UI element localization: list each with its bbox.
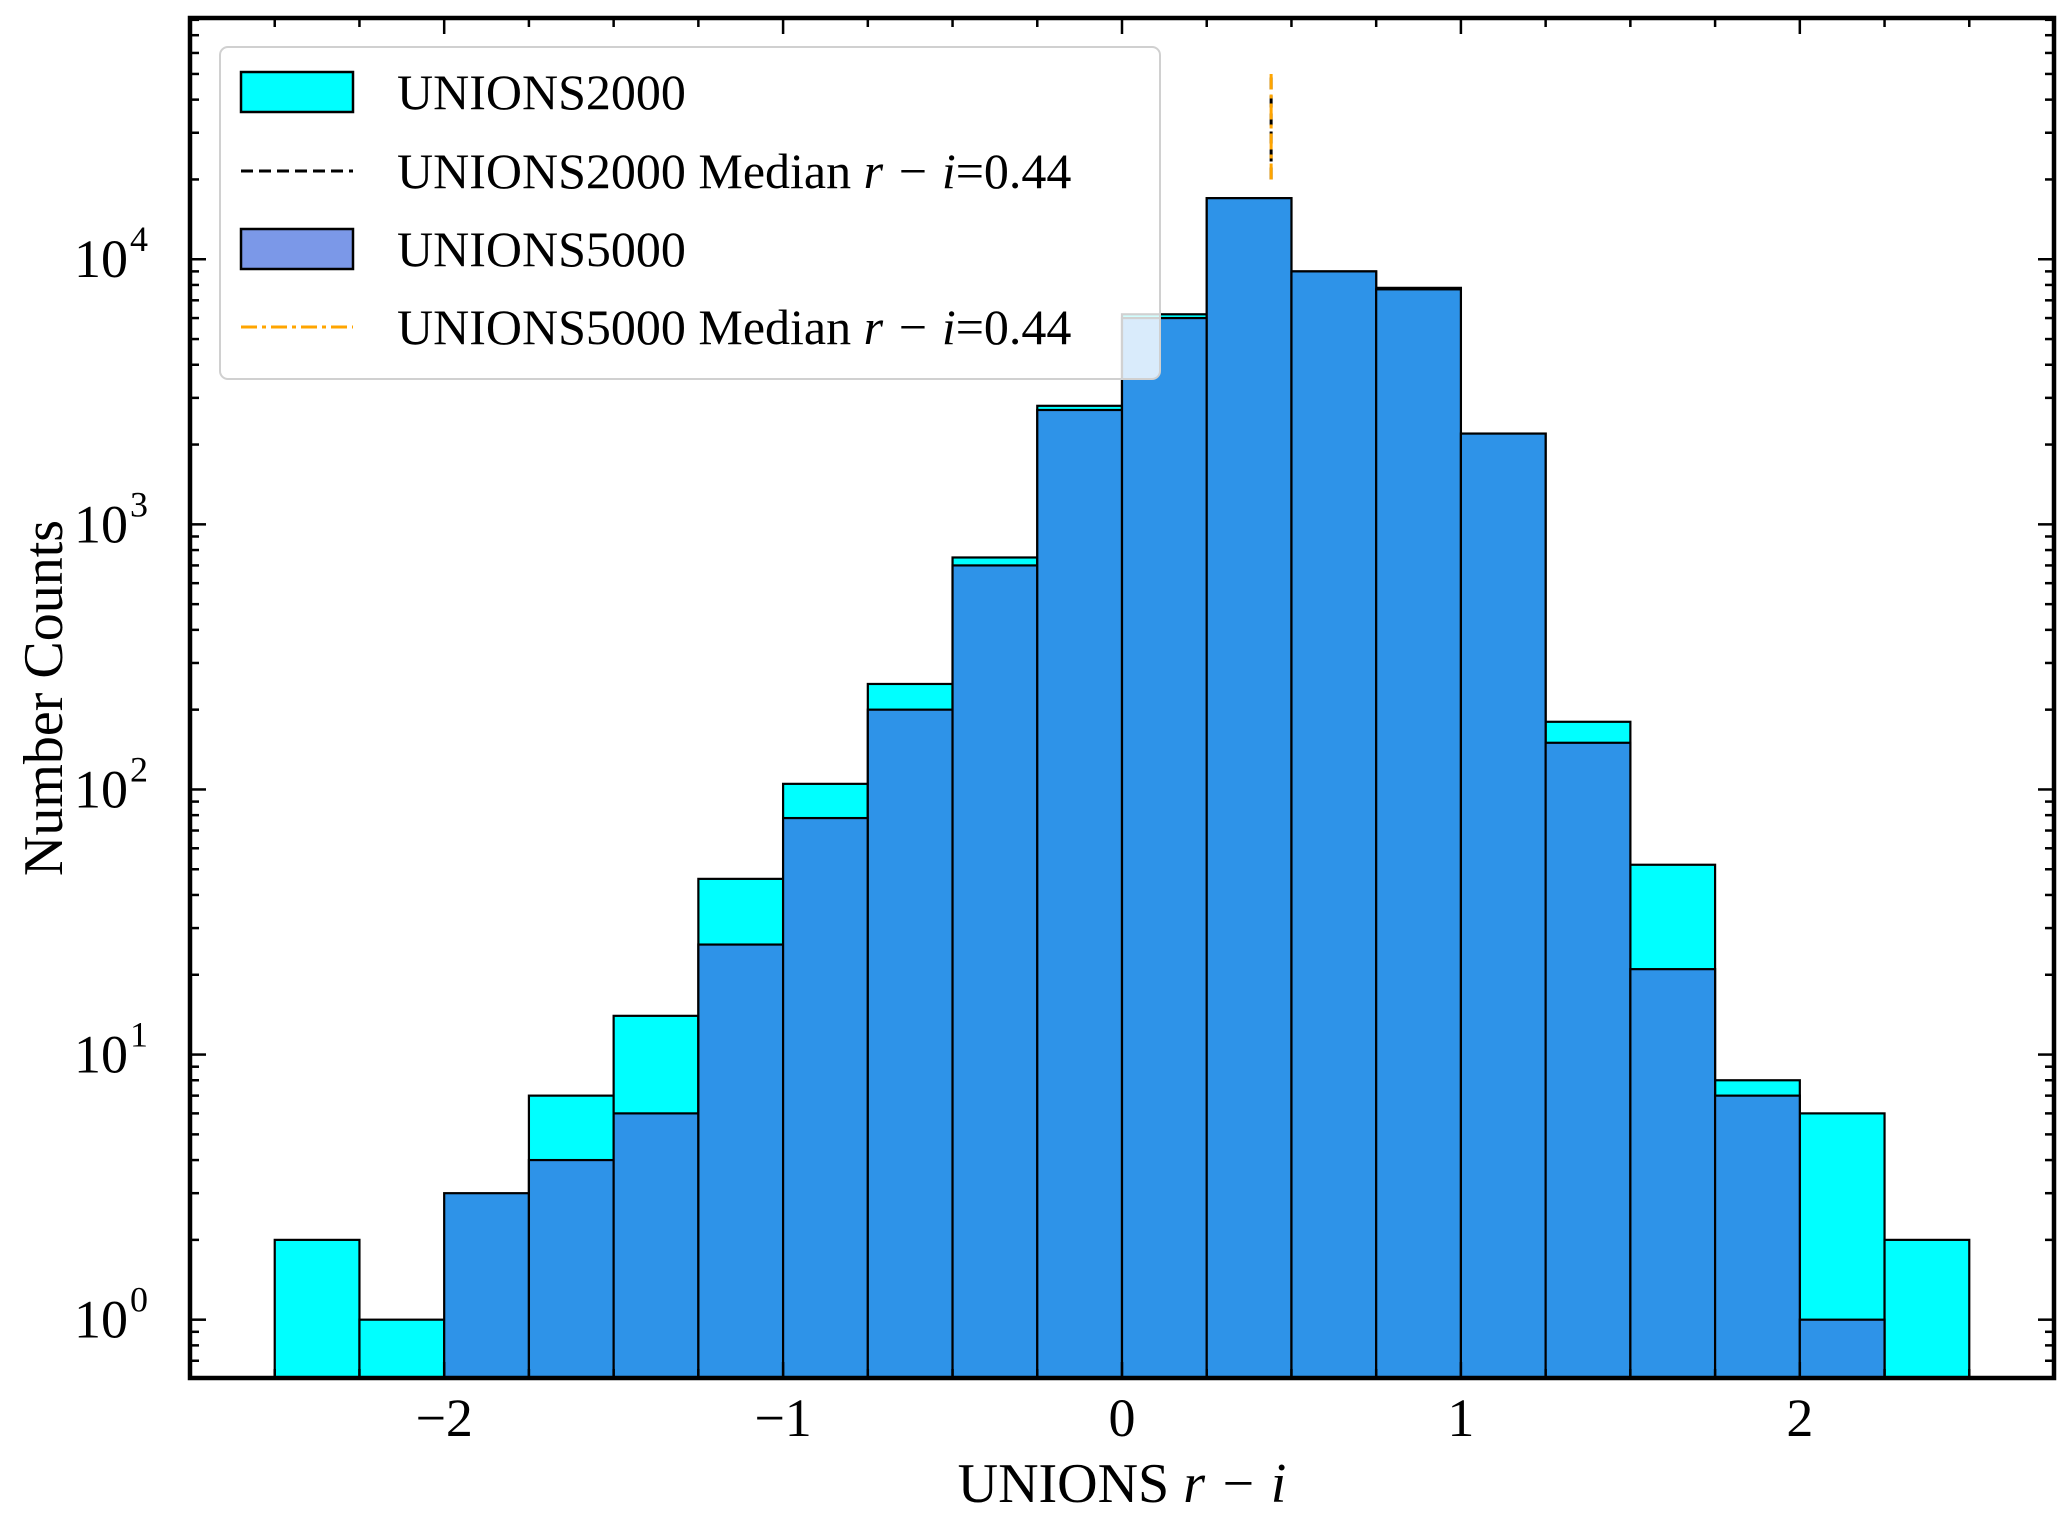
unions5000-bar	[781, 816, 869, 1380]
x-axis-label: UNIONS r − i	[958, 1453, 1287, 1515]
y-tick-exponent: 3	[130, 484, 148, 524]
legend-box	[219, 46, 1161, 380]
x-tick-label: 1	[1447, 1388, 1474, 1448]
x-tick-label: 0	[1109, 1388, 1136, 1448]
y-tick-exponent: 0	[130, 1280, 148, 1320]
unions5000-bar	[612, 1112, 700, 1380]
unions5000-bar	[527, 1158, 615, 1380]
y-tick-label: 10	[74, 229, 128, 289]
x-tick-label: −2	[415, 1388, 472, 1448]
legend-label-unions2000: UNIONS2000	[397, 64, 686, 120]
unions5000-bar	[1459, 432, 1547, 1380]
unions2000-bar	[1883, 1238, 1971, 1380]
y-axis-label: Number Counts	[13, 520, 75, 876]
y-tick-label: 10	[74, 1025, 128, 1085]
plot-frame	[187, 15, 2057, 1381]
legend-swatch-unions2000	[239, 70, 355, 114]
y-tick-label: 10	[74, 1290, 128, 1350]
unions5000-bar	[1205, 197, 1293, 1380]
unions5000-bar	[1375, 288, 1463, 1380]
unions5000-bar	[1036, 408, 1124, 1380]
unions5000-bar	[1290, 270, 1378, 1380]
unions5000-bars	[443, 197, 1886, 1380]
unions5000-bar	[1713, 1094, 1801, 1380]
x-tick-label: 2	[1786, 1388, 1813, 1448]
y-tick-label: 10	[74, 494, 128, 554]
unions5000-bar	[1798, 1318, 1886, 1380]
legend-label-median-unions5000: UNIONS5000 Median r − i=0.44	[397, 299, 1071, 355]
y-tick-exponent: 4	[130, 219, 148, 259]
unions5000-bar	[1629, 968, 1717, 1380]
legend-label-median-unions2000: UNIONS2000 Median r − i=0.44	[397, 143, 1071, 199]
x-tick-label: −1	[754, 1388, 811, 1448]
x-tick-labels: −2 −1 0 1 2	[415, 1388, 1813, 1448]
y-tick-label: 10	[74, 759, 128, 819]
unions5000-bar	[1120, 316, 1208, 1380]
unions2000-bar	[358, 1318, 446, 1380]
legend-swatch-unions5000	[239, 227, 355, 271]
legend-label-unions5000: UNIONS5000	[397, 221, 686, 277]
unions5000-bar	[951, 564, 1039, 1380]
unions5000-bar	[866, 708, 954, 1380]
unions5000-bar	[697, 943, 785, 1380]
y-tick-exponent: 1	[130, 1015, 148, 1055]
unions2000-bar	[273, 1238, 361, 1380]
unions5000-bar	[443, 1192, 531, 1380]
legend: UNIONS2000 UNIONS2000 Median r − i=0.44 …	[219, 46, 1161, 380]
y-tick-exponent: 2	[130, 749, 148, 789]
unions5000-bar	[1544, 741, 1632, 1380]
